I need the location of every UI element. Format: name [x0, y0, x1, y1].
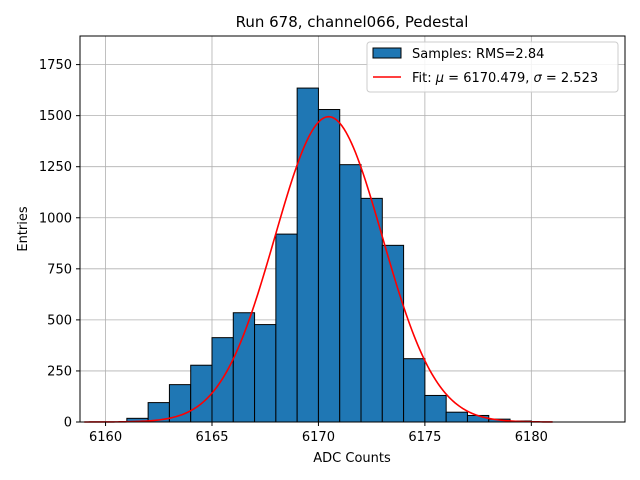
x-tick-label: 6170 [302, 430, 335, 445]
y-tick-label: 1000 [39, 211, 72, 226]
histogram-bar [275, 233, 298, 423]
histogram-bar [232, 312, 256, 423]
legend-box [366, 41, 619, 93]
histogram-bar [317, 109, 341, 423]
chart-title: Run 678, channel066, Pedestal [236, 13, 469, 31]
y-tick-label: 1750 [39, 58, 72, 73]
x-axis-label: ADC Counts [313, 451, 391, 466]
histogram-bar [424, 394, 447, 423]
histogram-bar [403, 358, 426, 423]
legend-fit-sigma: σ [534, 71, 543, 86]
y-tick-label: 1500 [39, 109, 72, 124]
y-tick-label: 250 [47, 364, 72, 379]
y-tick-label: 500 [47, 313, 72, 328]
x-tick-label: 6165 [195, 430, 228, 445]
legend-label-samples: Samples: RMS=2.84 [412, 47, 544, 62]
x-tick-label: 6160 [89, 430, 122, 445]
x-axis-ticks: 6160 6165 6170 6175 6180 [89, 422, 548, 445]
legend-fit-prefix: Fit: [412, 71, 436, 86]
legend-label-fit: Fit: μ = 6170.479, σ = 2.523 [412, 71, 598, 86]
x-tick-label: 6180 [515, 430, 548, 445]
legend-swatch-samples [372, 47, 402, 59]
y-tick-label: 1250 [39, 160, 72, 175]
legend: Samples: RMS=2.84 Fit: μ = 6170.479, σ =… [366, 41, 619, 93]
plot-frame [79, 35, 626, 423]
legend-fit-mu: μ [435, 71, 444, 86]
fit-curve [84, 115, 553, 423]
histogram-bar [339, 164, 362, 423]
x-tick-label: 6175 [408, 430, 441, 445]
y-tick-label: 750 [47, 262, 72, 277]
y-axis-label: Entries [16, 206, 31, 252]
y-tick-label: 0 [64, 416, 72, 431]
histogram-bar [445, 411, 468, 423]
y-axis-ticks: 0 250 500 750 1000 1250 1500 1750 [39, 58, 80, 431]
histogram-bar [190, 364, 213, 423]
legend-fit-suffix: = 2.523 [542, 71, 598, 86]
histogram-bar [254, 324, 277, 423]
histogram-bar [168, 384, 192, 423]
histogram-bar [360, 197, 383, 423]
legend-fit-mid: = 6170.479, [444, 71, 533, 86]
histogram-bars [126, 87, 532, 423]
